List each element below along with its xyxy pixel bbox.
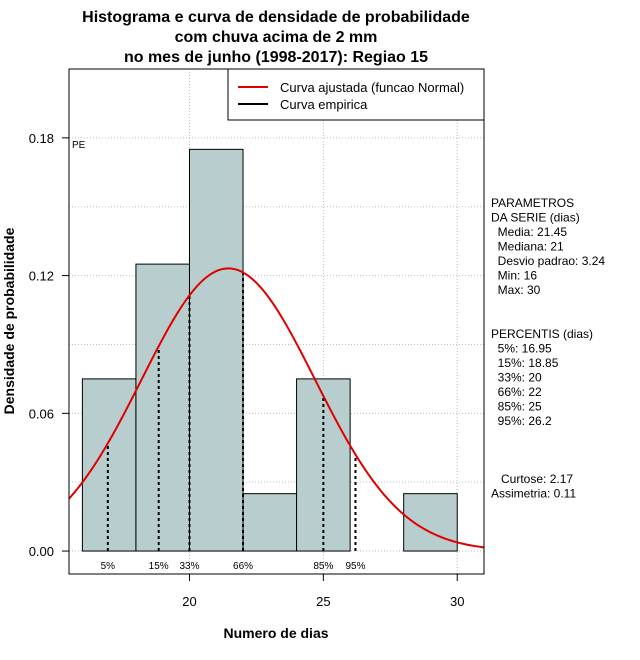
x-tick-label-25: 25 <box>316 594 330 609</box>
percentis-line-6: 85%: 25 <box>491 400 542 414</box>
parametros-line-4: Mediana: 21 <box>491 240 564 254</box>
histogram-bar-4 <box>242 493 298 552</box>
x-axis-title: Numero de dias <box>223 625 328 641</box>
percentis-line-1: PERCENTIS (dias) <box>491 327 593 341</box>
histogram-bar-3 <box>188 148 244 552</box>
percentis-line-2: 5%: 16.95 <box>491 342 552 356</box>
corner-label: PE <box>72 140 86 151</box>
percentile-label-85: 85% <box>313 561 333 572</box>
histogram-bars <box>81 148 458 552</box>
legend: Curva ajustada (funcao Normal) Curva empi… <box>227 68 485 121</box>
shape-line-2: Assimetria: 0.11 <box>491 487 576 501</box>
normal-curve-line <box>69 267 484 549</box>
shape-line-1: Curtose: 2.17 <box>491 472 573 486</box>
y-tick-label-3: 0.18 <box>29 131 54 146</box>
parametros-line-1: PARAMETROS <box>491 196 574 210</box>
y-axis-title: Densidade de probabilidade <box>1 227 17 414</box>
percentile-label-95: 95% <box>345 561 365 572</box>
title-line-3: no mes de junho (1998-2017): Regiao 15 <box>124 49 428 66</box>
axes: 20 25 30 0.00 0.06 0.12 0.18 Numero de dias Dens… <box>1 131 464 641</box>
percentis-line-3: 15%: 18.85 <box>491 356 559 370</box>
title-line-2: com chuva acima de 2 mm <box>175 29 378 46</box>
legend-label-1: Curva ajustada (funcao Normal) <box>280 80 464 95</box>
histogram-bar-7 <box>403 493 458 552</box>
x-tick-label-20: 20 <box>182 594 196 609</box>
title-line-1: Histograma e curva de densidade de proba… <box>82 9 470 26</box>
parametros-line-6: Min: 16 <box>491 269 537 283</box>
y-tick-label-0: 0.00 <box>29 544 54 559</box>
percentis-line-7: 95%: 26.2 <box>491 414 552 428</box>
y-tick-label-2: 0.12 <box>29 269 54 284</box>
normal-curve <box>69 267 484 549</box>
percentile-markers: 5% 15% 33% 66% 85% 95% <box>101 272 366 572</box>
parametros-line-3: Media: 21.45 <box>491 225 567 239</box>
percentile-label-33: 33% <box>179 561 199 572</box>
percentile-label-15: 15% <box>149 561 169 572</box>
parametros-line-5: Desvio padrao: 3.24 <box>491 254 605 268</box>
parametros-line-7: Max: 30 <box>491 283 541 297</box>
percentile-label-66: 66% <box>233 561 253 572</box>
parametros-line-2: DA SERIE (dias) <box>491 211 580 225</box>
histogram-bar-2 <box>135 263 190 552</box>
legend-label-2: Curva empirica <box>280 97 368 112</box>
chart-title: Histograma e curva de densidade de proba… <box>82 9 470 66</box>
x-tick-label-30: 30 <box>450 594 464 609</box>
percentis-line-4: 33%: 20 <box>491 371 542 385</box>
y-tick-label-1: 0.06 <box>29 406 54 421</box>
legend-box <box>227 68 485 121</box>
percentis-line-5: 66%: 22 <box>491 385 542 399</box>
percentile-label-5: 5% <box>101 561 116 572</box>
